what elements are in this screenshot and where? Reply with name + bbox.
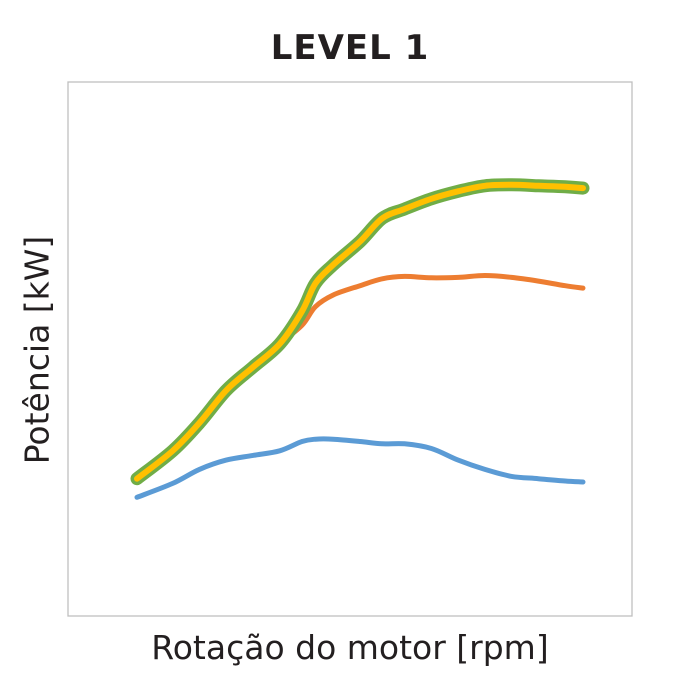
chart-title: LEVEL 1	[270, 28, 430, 68]
series-line-4	[134, 181, 586, 482]
plot-area-frame	[67, 81, 633, 617]
x-axis-label: Rotação do motor [rpm]	[151, 628, 549, 667]
series-line-1	[134, 436, 586, 500]
y-axis-label: Potência [kW]	[17, 235, 57, 465]
